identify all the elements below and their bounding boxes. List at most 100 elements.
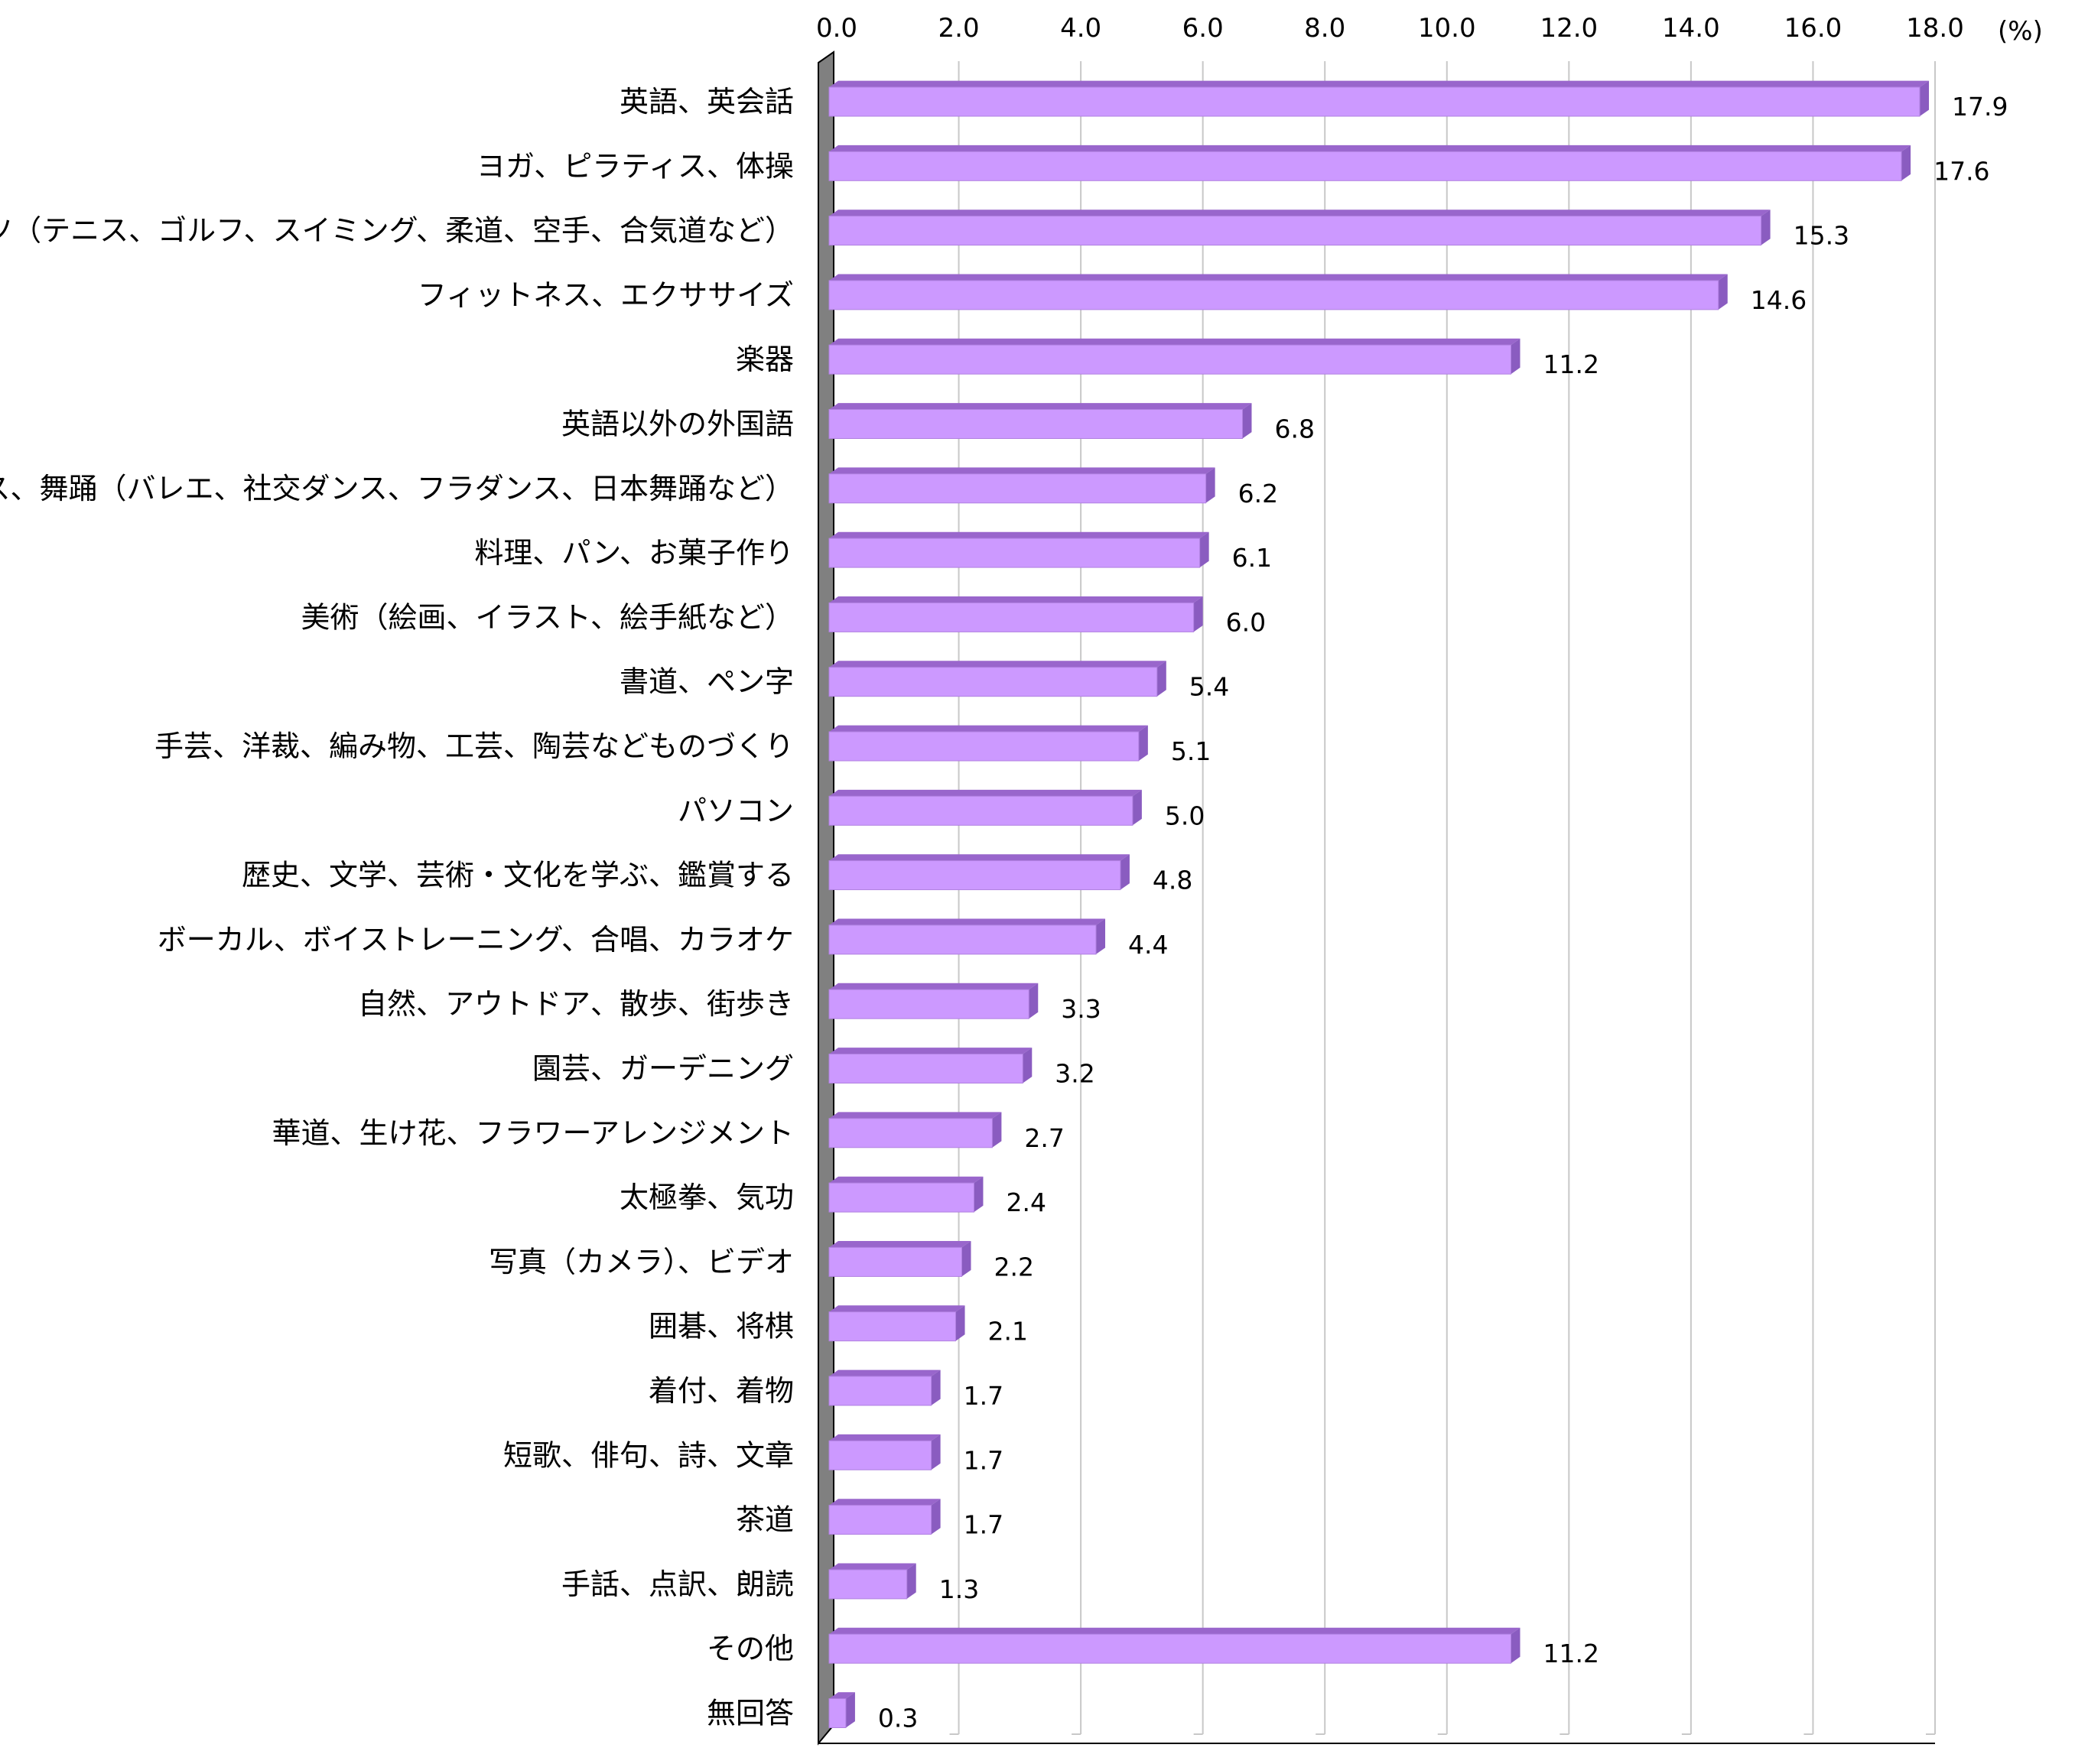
category-label: ボーカル、ボイストレーニング、合唱、カラオケ: [158, 923, 794, 957]
bar: [828, 667, 1158, 697]
bar-side: [931, 1434, 941, 1470]
category-label: 手話、点訳、朗読: [561, 1567, 794, 1601]
bar-side: [974, 1176, 984, 1213]
value-label: 17.6: [1934, 156, 1989, 186]
bar: [828, 989, 1029, 1019]
value-label: 1.7: [964, 1445, 1003, 1475]
bar: [828, 1698, 847, 1728]
bar-side: [845, 1692, 855, 1728]
value-label: 2.4: [1006, 1187, 1046, 1217]
value-label: 6.0: [1226, 607, 1266, 637]
bar: [828, 1505, 932, 1535]
category-label: ダンス、舞踊（バレエ、社交ダンス、フラダンス、日本舞踊など）: [0, 472, 794, 505]
bar-side: [955, 1305, 965, 1341]
bar: [828, 1054, 1023, 1083]
bar-top: [829, 1692, 855, 1699]
x-tick-label: 0.0: [816, 13, 857, 44]
bar-side: [1023, 1048, 1033, 1083]
bar-side: [931, 1369, 941, 1405]
bar-top: [829, 1369, 941, 1376]
bar: [828, 1440, 932, 1470]
bar-top: [829, 661, 1166, 668]
category-label: 歴史、文学、芸術・文化を学ぶ、鑑賞する: [242, 859, 794, 892]
bar-top: [829, 1112, 1002, 1119]
value-label: 1.7: [964, 1510, 1003, 1540]
category-label: 太極拳、気功: [620, 1181, 794, 1214]
category-label: スポーツ（テニス、ゴルフ、スイミング、柔道、空手、合気道など）: [0, 214, 794, 248]
value-label: 2.2: [994, 1252, 1034, 1282]
category-label: フィットネス、エクササイズ: [418, 278, 794, 312]
value-label: 17.9: [1952, 92, 2008, 122]
bar-top: [829, 983, 1039, 990]
category-label: 園芸、ガーデニング: [532, 1052, 794, 1086]
bar-side: [931, 1499, 941, 1535]
value-label: 15.3: [1794, 221, 1849, 251]
bar-top: [829, 1434, 941, 1441]
bar-top: [829, 1627, 1520, 1635]
bar-side: [992, 1112, 1002, 1148]
value-label: 4.4: [1128, 930, 1168, 960]
bar-side: [1511, 338, 1520, 375]
category-label: 書道、ペン字: [620, 665, 794, 699]
value-label: 0.3: [878, 1704, 918, 1733]
bar: [828, 473, 1207, 504]
bar-side: [1132, 789, 1142, 826]
value-label: 3.3: [1061, 994, 1101, 1024]
bars: [828, 80, 1930, 1728]
bar: [828, 344, 1512, 375]
bar-side: [1199, 531, 1209, 568]
category-label: 短歌、俳句、詩、文章: [503, 1438, 794, 1472]
bar-top: [829, 1563, 916, 1570]
bar: [828, 86, 1921, 117]
category-label: 手芸、洋裁、編み物、工芸、陶芸などものづくり: [154, 729, 794, 763]
bar-top: [829, 725, 1148, 732]
category-label: 自然、アウトドア、散歩、街歩き: [358, 987, 794, 1021]
category-label: 料理、パン、お菓子作り: [474, 536, 794, 570]
bar-top: [829, 467, 1215, 474]
bar-top: [829, 80, 1930, 87]
bar-top: [829, 1176, 984, 1184]
x-tick-label: 14.0: [1662, 13, 1720, 44]
bar-top: [829, 531, 1209, 539]
value-label: 11.2: [1543, 1639, 1599, 1668]
category-label: 英語以外の外国語: [561, 408, 794, 441]
bar: [828, 731, 1140, 762]
bar: [828, 280, 1719, 310]
category-label: ヨガ、ピラティス、体操: [476, 149, 794, 183]
bar-side: [1193, 596, 1203, 632]
bar-top: [829, 596, 1203, 603]
x-tick-label: 12.0: [1540, 13, 1598, 44]
bar: [828, 602, 1195, 632]
bar-side: [1920, 80, 1930, 116]
value-label: 2.7: [1024, 1123, 1064, 1153]
bar-top: [829, 210, 1771, 216]
bar: [828, 1246, 963, 1277]
bar: [828, 1182, 974, 1213]
bar-side: [1156, 661, 1166, 697]
x-tick-label: 4.0: [1060, 13, 1101, 44]
bar: [828, 924, 1097, 955]
bar-side: [1761, 210, 1771, 245]
category-label: 無回答: [707, 1697, 794, 1730]
bar: [828, 795, 1133, 826]
bar-side: [1096, 918, 1106, 954]
labels: 0.0 2.0 4.0 6.0 8.0 10.0 12.0 14.0 16.0 18.0 英語、英会…: [0, 13, 2008, 1733]
value-label: 6.2: [1238, 479, 1278, 508]
bar: [828, 409, 1243, 439]
unit-label: (%): [1998, 16, 2043, 47]
bar-side: [1029, 983, 1039, 1019]
bar-side: [1901, 145, 1911, 181]
bar: [828, 538, 1201, 568]
bar-top: [829, 1241, 971, 1248]
value-label: 5.4: [1189, 672, 1229, 702]
bar: [828, 1633, 1512, 1664]
x-tick-label: 2.0: [938, 13, 980, 44]
value-label: 11.2: [1543, 349, 1599, 379]
x-tick-label: 6.0: [1182, 13, 1224, 44]
value-label: 3.2: [1055, 1059, 1094, 1089]
category-label: 楽器: [736, 343, 794, 376]
category-label: 美術（絵画、イラスト、絵手紙など）: [301, 600, 794, 634]
x-tick-label: 10.0: [1418, 13, 1476, 44]
bar-top: [829, 1305, 965, 1312]
